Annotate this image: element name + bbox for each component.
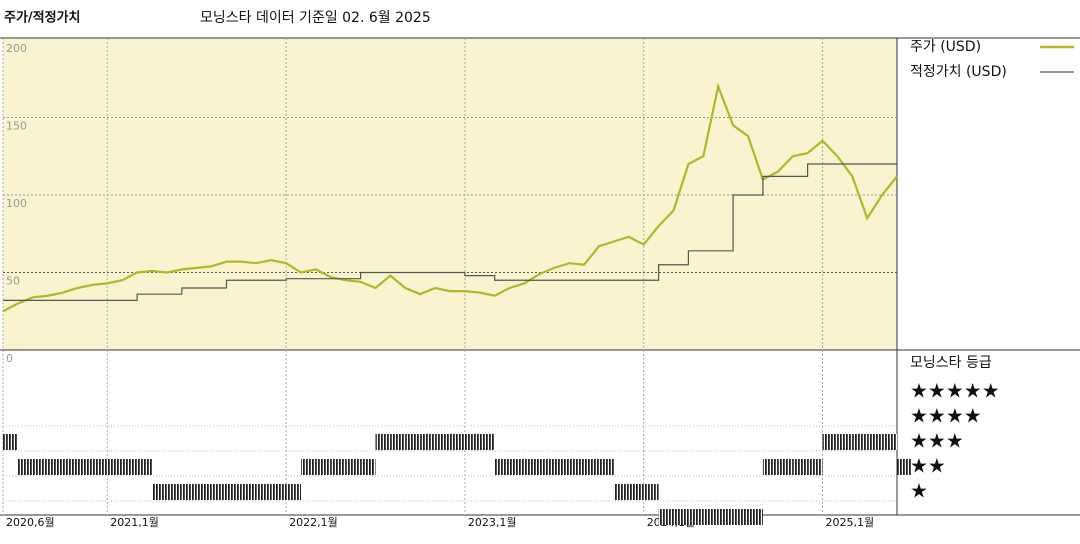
rating-bar xyxy=(822,434,838,450)
rating-bar xyxy=(435,434,450,450)
x-tick-label: 2020,6월 xyxy=(6,516,55,529)
rating-bar xyxy=(569,459,585,475)
rating-bar xyxy=(390,434,406,450)
rating-bar xyxy=(375,434,391,450)
rating-bar xyxy=(166,484,182,500)
rating-bar xyxy=(107,459,123,475)
y-tick-label: 50 xyxy=(6,275,20,288)
rating-bar xyxy=(479,434,495,450)
y-tick-label: 200 xyxy=(6,42,27,55)
y-tick-label: 100 xyxy=(6,197,27,210)
rating-bar xyxy=(241,484,257,500)
rating-bar xyxy=(181,484,197,500)
series-line xyxy=(3,159,898,301)
rating-bar xyxy=(450,434,465,450)
rating-bar xyxy=(628,484,644,500)
y-tick-label: 150 xyxy=(6,120,27,133)
rating-level-label: ★ xyxy=(910,479,928,503)
rating-bar xyxy=(867,434,883,450)
rating-bar xyxy=(897,459,912,475)
rating-bar xyxy=(807,459,823,475)
rating-bar xyxy=(733,509,748,525)
rating-bar xyxy=(17,459,33,475)
rating-bar xyxy=(3,434,18,450)
x-tick-label: 2023,1월 xyxy=(468,516,517,529)
rating-bar xyxy=(762,459,778,475)
plot-background xyxy=(3,38,897,350)
rating-bar xyxy=(47,459,63,475)
x-tick-label: 2021,1월 xyxy=(110,516,159,529)
rating-bar xyxy=(539,459,555,475)
legend-label: 주가 (USD) xyxy=(910,39,981,55)
x-tick-label: 2025,1월 xyxy=(826,516,875,529)
rating-bar xyxy=(703,509,719,525)
rating-bar xyxy=(554,459,570,475)
rating-bar xyxy=(77,459,93,475)
y-tick-label: 0 xyxy=(6,352,13,365)
rating-bar xyxy=(494,459,510,475)
x-tick-label: 2022,1월 xyxy=(289,516,338,529)
rating-bar xyxy=(658,509,674,525)
rating-title: 모닝스타 등급 xyxy=(910,355,992,371)
rating-bar xyxy=(509,459,525,475)
rating-bar xyxy=(256,484,272,500)
title: 주가/적정가치 xyxy=(4,10,81,26)
rating-level-label: ★★ xyxy=(910,454,946,478)
rating-bar xyxy=(345,459,361,475)
rating-bar xyxy=(152,484,167,500)
rating-bar xyxy=(286,484,301,500)
rating-bar xyxy=(852,434,868,450)
rating-bar xyxy=(122,459,138,475)
rating-bar xyxy=(882,434,897,450)
rating-bar xyxy=(613,484,629,500)
rating-bar xyxy=(92,459,108,475)
rating-bar xyxy=(137,459,152,475)
rating-bar xyxy=(405,434,421,450)
rating-bar xyxy=(271,484,287,500)
rating-bar xyxy=(792,459,808,475)
rating-bar xyxy=(420,434,436,450)
rating-bar xyxy=(330,459,346,475)
rating-bar xyxy=(777,459,793,475)
rating-bar xyxy=(301,459,316,475)
legend-label: 적정가치 (USD) xyxy=(910,64,1007,80)
subtitle: 모닝스타 데이터 기준일 02. 6월 2025 xyxy=(200,10,431,26)
rating-level-label: ★★★★ xyxy=(910,404,982,428)
rating-bar xyxy=(673,509,689,525)
rating-bar xyxy=(718,509,734,525)
rating-bar xyxy=(688,509,704,525)
rating-bar xyxy=(315,459,331,475)
rating-bar xyxy=(196,484,212,500)
rating-bar xyxy=(599,459,614,475)
rating-bar xyxy=(464,434,480,450)
rating-bar xyxy=(524,459,540,475)
rating-bar xyxy=(643,484,659,500)
rating-bar xyxy=(360,459,376,475)
rating-bar xyxy=(748,509,763,525)
rating-bar xyxy=(32,459,48,475)
rating-bar xyxy=(211,484,227,500)
rating-level-label: ★★★ xyxy=(910,429,964,453)
rating-bar xyxy=(584,459,599,475)
rating-bar xyxy=(62,459,78,475)
rating-bar xyxy=(837,434,853,450)
rating-level-label: ★★★★★ xyxy=(910,379,1000,403)
rating-bar xyxy=(226,484,242,500)
series-line xyxy=(2,82,898,313)
